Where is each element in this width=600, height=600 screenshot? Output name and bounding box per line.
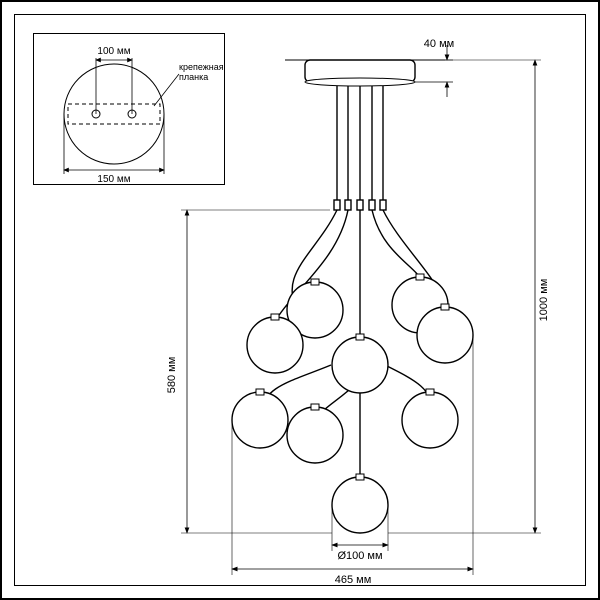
diagram-frame: 100 мм крепежная планка 150 мм (0, 0, 600, 600)
svg-text:580 мм: 580 мм (166, 357, 178, 394)
rods (334, 86, 386, 210)
svg-text:Ø100 мм: Ø100 мм (337, 550, 382, 562)
globes (232, 274, 473, 533)
canopy (305, 60, 415, 86)
main-svg: 40 мм 1000 мм 580 мм Ø100 мм (15, 15, 587, 587)
svg-text:1000 мм: 1000 мм (538, 279, 550, 322)
dim-cluster-height: 580 мм (166, 210, 332, 533)
svg-text:40 мм: 40 мм (424, 38, 454, 50)
dim-canopy-height: 40 мм (415, 38, 454, 97)
svg-text:465 мм: 465 мм (335, 574, 372, 586)
diagram-inner-border: 100 мм крепежная планка 150 мм (14, 14, 586, 586)
